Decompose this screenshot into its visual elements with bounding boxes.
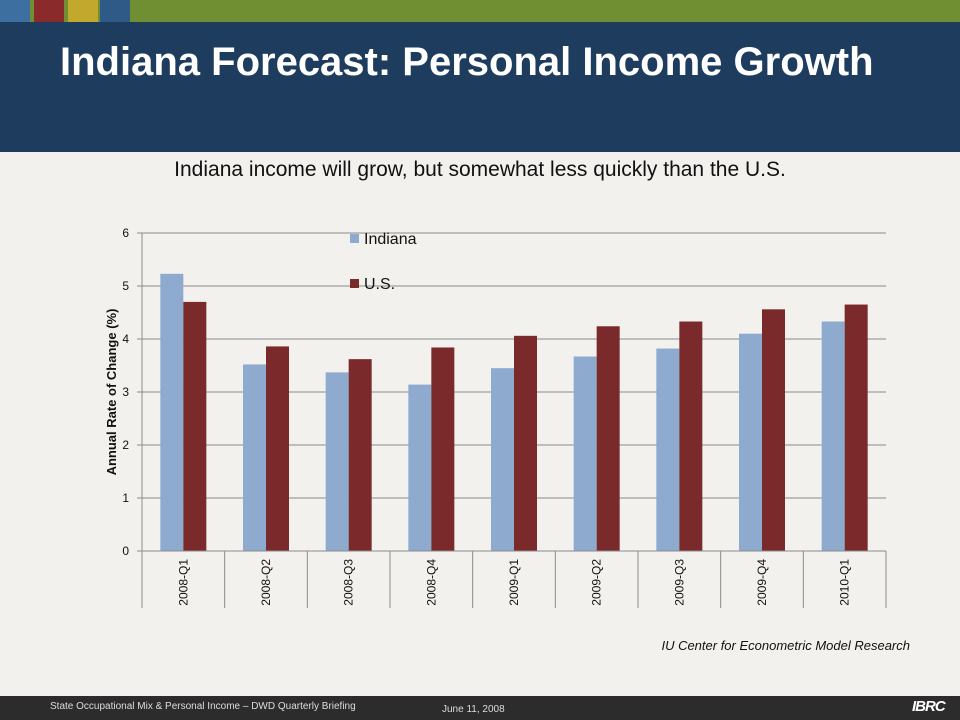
bar-us-2009-Q3	[679, 321, 703, 551]
bar-indiana-2008-Q2	[243, 364, 266, 551]
top-square-blue	[0, 0, 30, 22]
bar-indiana-2009-Q1	[491, 368, 514, 551]
top-square-yellow	[68, 0, 98, 22]
bar-indiana-2009-Q3	[656, 348, 680, 551]
bar-us-2009-Q2	[596, 326, 620, 551]
y-tick-label: 0	[122, 544, 129, 558]
legend-label: Indiana	[364, 231, 417, 248]
legend-swatch	[350, 234, 359, 243]
x-tick-label: 2009-Q3	[672, 559, 686, 606]
y-tick-label: 3	[122, 385, 129, 399]
x-tick-label: 2008-Q4	[424, 559, 438, 606]
slide-subtitle: Indiana income will grow, but somewhat l…	[174, 158, 786, 181]
x-tick-label: 2008-Q1	[176, 559, 190, 606]
bar-indiana-2010-Q1	[821, 321, 845, 551]
x-tick-label: 2009-Q1	[507, 559, 521, 606]
bar-indiana-2008-Q4	[408, 384, 432, 551]
y-tick-label: 4	[122, 332, 129, 346]
footer-bar: State Occupational Mix & Personal Income…	[0, 696, 960, 720]
legend-label: U.S.	[364, 276, 395, 293]
y-tick-label: 5	[122, 279, 129, 293]
x-tick-label: 2009-Q4	[755, 559, 769, 606]
bar-indiana-2008-Q1	[160, 273, 184, 551]
bar-us-2008-Q4	[431, 347, 455, 551]
source-note: IU Center for Econometric Model Research	[661, 638, 910, 653]
bar-indiana-2009-Q4	[739, 333, 762, 551]
bar-us-2009-Q4	[762, 309, 785, 551]
bar-us-2008-Q1	[183, 301, 207, 551]
slide-header	[0, 22, 960, 152]
bar-indiana-2009-Q2	[573, 356, 597, 551]
bar-us-2010-Q1	[844, 304, 868, 551]
y-axis-title: Annual Rate of Change (%)	[104, 309, 119, 476]
footer-text: State Occupational Mix & Personal Income…	[50, 701, 356, 712]
slide-title: Indiana Forecast: Personal Income Growth	[60, 40, 874, 84]
top-square-navy	[100, 0, 130, 22]
bar-us-2009-Q1	[514, 335, 537, 551]
bar-us-2008-Q3	[348, 359, 372, 551]
x-tick-label: 2008-Q2	[259, 559, 273, 606]
x-tick-label: 2008-Q3	[342, 559, 356, 606]
footer-date: June 11, 2008	[442, 704, 505, 715]
bar-indiana-2008-Q3	[325, 372, 349, 551]
top-square-red	[34, 0, 64, 22]
y-tick-label: 2	[122, 438, 129, 452]
x-tick-label: 2009-Q2	[590, 559, 604, 606]
ibrc-logo: IBRC	[912, 698, 946, 715]
y-tick-label: 1	[122, 491, 129, 505]
y-tick-label: 6	[122, 226, 129, 240]
top-color-strip	[0, 0, 960, 22]
legend-swatch	[350, 279, 359, 288]
x-tick-label: 2010-Q1	[838, 559, 852, 606]
bar-us-2008-Q2	[266, 346, 289, 551]
